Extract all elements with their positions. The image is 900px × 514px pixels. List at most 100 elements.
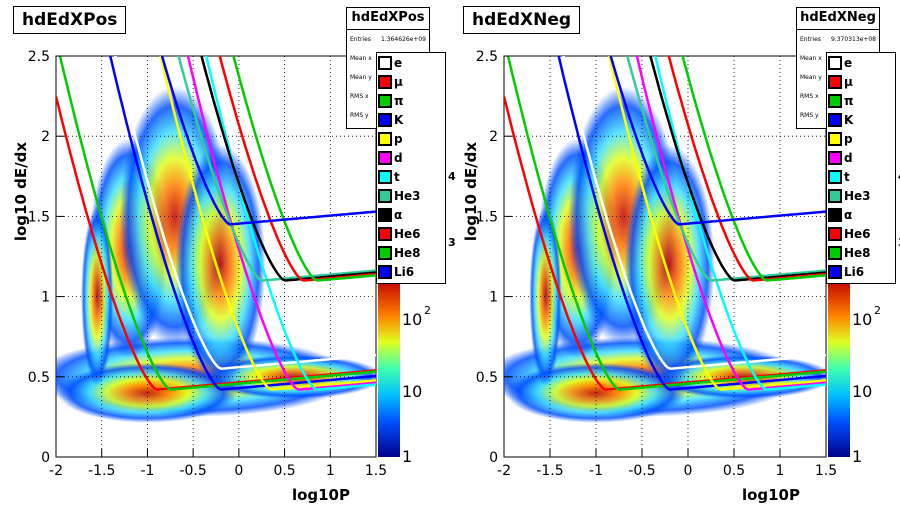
legend-swatch [828,150,842,165]
legend-label: π [394,93,404,108]
legend-swatch [378,207,392,222]
legend-label: He6 [844,226,871,241]
legend-label: d [844,150,853,165]
legend-label: t [844,169,850,184]
colorbar-label: 10 [852,310,872,329]
band-layer [56,56,376,391]
x-tick-label: -1 [140,463,154,479]
legend-entry: e [377,53,445,72]
legend-entry: π [377,91,445,110]
stats-label: RMS y [800,112,819,119]
x-tick-label: -1.5 [536,463,563,479]
colorbar-exp: 4 [448,170,456,183]
stats-label: RMS x [350,93,369,100]
legend-entry: p [827,129,895,148]
legend-label: He3 [844,188,871,203]
band-curve [200,56,376,282]
y-axis-label: log10 dE/dx [12,142,30,241]
band-curve [159,56,376,391]
panel-pos: -2 -1.5 -1 -0.5 0 0.5 1 1.5 0 0.5 1 1.5 2 2.5 log10P lo… [12,49,456,504]
legend-label: He8 [844,245,871,260]
legend-label: He3 [394,188,421,203]
x-tick-label: 0.5 [273,463,295,479]
legend-label: μ [394,74,403,89]
legend-entry: He6 [377,224,445,243]
colorbar-exp: 2 [424,304,431,317]
legend-swatch [828,188,842,203]
legend-swatch [828,245,842,260]
legend-label: Li6 [394,264,415,279]
y-tick-label: 1.5 [28,209,50,225]
legend-entry: t [827,167,895,186]
band-curve [108,56,376,391]
stats-title: hdEdXNeg [797,8,879,30]
x-tick-label: 0 [234,463,243,479]
colorbar [378,280,400,457]
stats-label: Mean y [800,74,822,81]
legend-entry: μ [827,72,895,91]
legend-label: π [844,93,854,108]
legend-swatch [378,264,392,279]
band-curve [557,56,826,391]
colorbar-exp: 3 [448,236,456,249]
legend-swatch [378,169,392,184]
legend-swatch [378,188,392,203]
legend-label: He8 [394,245,421,260]
x-tick-label: -1.5 [88,463,115,479]
stats-label: Mean y [350,74,372,81]
colorbar-label: 10 [402,382,422,401]
legend-swatch [828,131,842,146]
x-tick-label: 0.5 [723,463,745,479]
band-curve [635,56,826,391]
y-tick-label: 1.5 [476,209,498,225]
band-curve [114,56,376,370]
legend-swatch [378,93,392,108]
legend-label: t [394,169,400,184]
legend-swatch [828,169,842,184]
legend-label: K [844,112,854,127]
legend-swatch [828,74,842,89]
legend-label: Li6 [844,264,865,279]
legend-entry: He6 [827,224,895,243]
y-tick-label: 2 [489,129,498,145]
colorbar-label: 10 [852,382,872,401]
band-curve [160,56,376,226]
legend-entry: e [827,53,895,72]
legend-label: d [394,150,403,165]
legend-entry: α [377,205,445,224]
legend-swatch [828,264,842,279]
band-curve [607,56,826,391]
band-curve [232,56,376,282]
y-tick-label: 2.5 [28,49,50,65]
colorbar-label: 10 [402,310,422,329]
hist-title-neg: hdEdXNeg [463,6,581,34]
x-tick-label: -0.5 [628,463,655,479]
legend-entry: d [827,148,895,167]
legend-label: α [844,207,853,222]
legend-label: e [844,55,853,70]
x-tick-label: -0.5 [179,463,206,479]
y-axis-label: log10 dE/dx [462,142,480,241]
band-curve [177,56,376,282]
stats-label: Mean x [350,55,372,62]
legend-swatch [378,245,392,260]
legend-swatch [828,226,842,241]
legend-label: He6 [394,226,421,241]
colorbar [828,280,850,457]
band-curve [681,56,826,282]
x-tick-label: 1 [326,463,335,479]
band-layer [504,56,826,391]
legend-label: p [394,131,403,146]
x-tick-label: 0 [684,463,693,479]
legend-label: e [394,55,403,70]
stats-value: 9.370313e+08 [831,36,876,43]
legend-entry: K [377,110,445,129]
legend-entry: p [377,129,445,148]
band-curve [609,56,826,226]
colorbar-label: 1 [402,447,412,466]
legend-swatch [378,112,392,127]
legend-label: μ [844,74,853,89]
